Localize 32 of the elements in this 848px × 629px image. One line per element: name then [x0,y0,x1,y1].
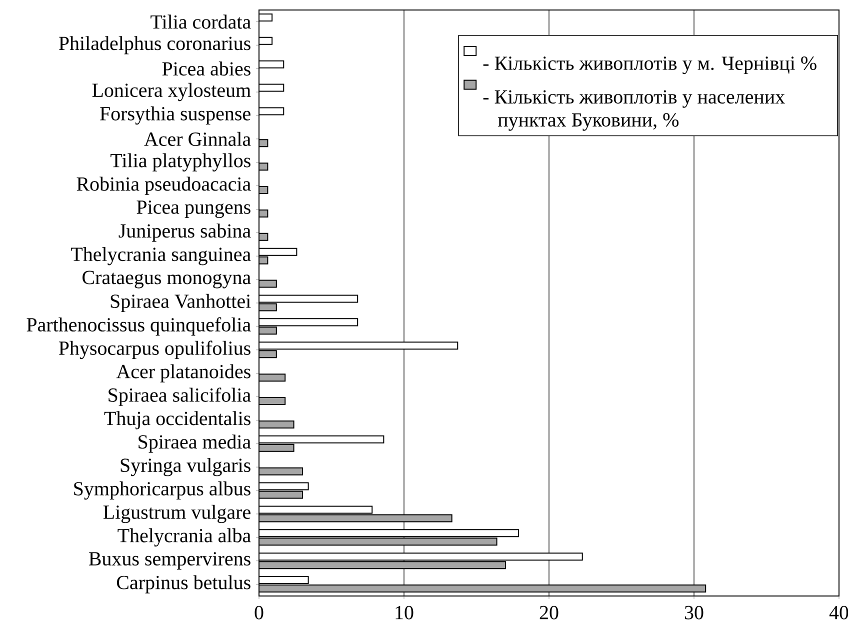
y-tick-label: Thelycrania alba [118,528,251,546]
y-tick-label: Spiraea Vanhottei [110,294,251,312]
y-tick-label: Spiraea media [138,434,251,453]
y-tick-label: Picea pungens [136,200,250,218]
y-tick-label: Thuja occidentalis [104,411,250,430]
y-tick-label: Buxus sempervirens [88,552,250,570]
y-tick-label: Symphoricarpus albus [74,481,250,500]
y-tick-label: Parthenocissus quinquefolia [26,317,251,336]
y-tick-label: Robinia pseudoacacia [76,176,251,195]
x-tick-label: 0 [254,606,264,620]
y-tick-label: Acer Ginnala [144,132,251,146]
y-tick-label: Acer platanoides [116,364,250,382]
y-tick-label: Physocarpus opulifolius [58,340,250,360]
y-tick-label: Picea abies [162,62,250,76]
y-tick-label: Lonicera xylosteum [92,82,251,102]
y-tick-label: Ligustrum vulgare [103,504,250,524]
y-tick-label: Spiraea salicifolia [108,388,251,406]
y-tick-label: Tilia cordata [150,14,251,29]
y-tick-label: Crataegus monogyna [82,270,251,288]
y-tick-label: Forsythia suspense [100,106,250,125]
x-tick-label: 10 [396,606,414,620]
y-tick-label: Thelycrania sanguinea [71,247,251,266]
y-tick-label: Tilia platyphyllos [110,153,250,172]
x-tick-label: 40 [829,606,848,620]
y-tick-label: Juniperus sabina [118,224,251,242]
x-tick-label: 30 [684,606,704,620]
legend-label: - Кількість живоплотів у м. Чернівці % [483,56,816,74]
x-tick-label: 20 [540,606,558,620]
y-tick-label: Carpinus betulus [116,575,250,594]
legend-label: - Кількість живоплотів у населених пунктах Буковини, % [483,90,785,131]
y-tick-label: Syringa vulgaris [120,458,250,476]
y-tick-label: Philadelphus coronarius [58,36,250,54]
